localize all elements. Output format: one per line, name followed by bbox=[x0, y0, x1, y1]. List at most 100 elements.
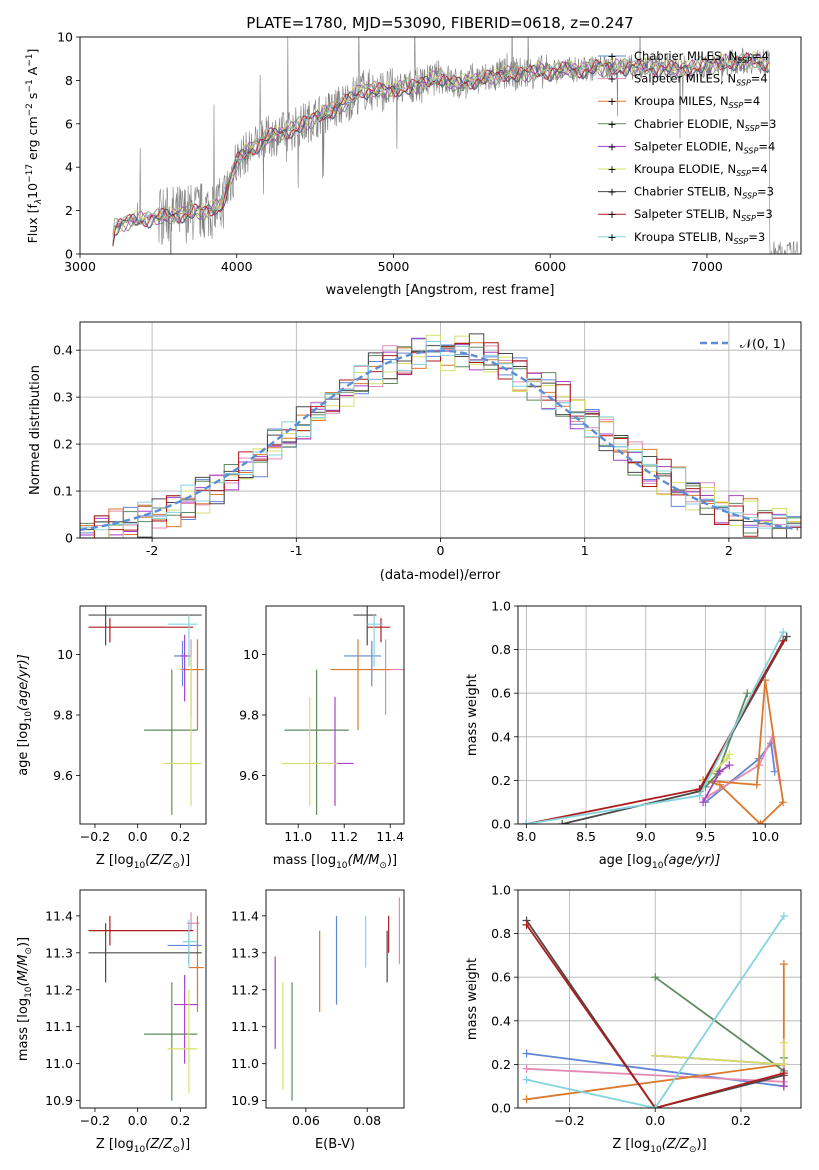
x-tick-label: 8.5 bbox=[576, 829, 596, 844]
axes-frame bbox=[79, 36, 802, 255]
label-part: ] bbox=[25, 49, 40, 54]
series-marker bbox=[743, 689, 752, 698]
x-tick-label: 0.2 bbox=[170, 829, 190, 844]
y-tick-label: 2 bbox=[65, 203, 73, 218]
label-part: s bbox=[25, 93, 40, 104]
y-tick-label: 9.6 bbox=[239, 768, 259, 783]
label-part: )] bbox=[697, 1137, 707, 1152]
label-part: (M/M bbox=[16, 955, 31, 987]
y-tick-label: 11.1 bbox=[231, 1019, 259, 1034]
legend-marker: + bbox=[607, 95, 616, 108]
errorbar-point bbox=[88, 923, 202, 983]
label-part: 10 bbox=[25, 183, 40, 199]
x-tick-label: 5000 bbox=[378, 259, 410, 274]
errorbar-point bbox=[284, 669, 349, 815]
x-tick-label: 0.0 bbox=[128, 829, 148, 844]
y-tick-label: 9.8 bbox=[53, 708, 73, 723]
errorbar-point bbox=[353, 606, 377, 646]
label-part: (age/yr)] bbox=[16, 654, 31, 711]
label-part: 10 bbox=[134, 861, 146, 871]
label-part: =4 bbox=[751, 162, 768, 176]
x-tick-label: 1 bbox=[581, 543, 589, 558]
label-part: 10 bbox=[650, 1145, 662, 1155]
x-tick-label: 11.0 bbox=[284, 829, 312, 844]
label-part: −2 bbox=[25, 103, 35, 116]
x-axis-label: (data-model)/error bbox=[380, 568, 501, 583]
label-part: SSP bbox=[736, 79, 751, 88]
y-tick-label: 0.6 bbox=[491, 970, 511, 985]
x-axis-label: age [log10(age/yr)] bbox=[599, 853, 721, 871]
y-tick-label: 10.9 bbox=[231, 1093, 259, 1108]
y-axis-label: Flux [fλ10−17 erg cm−2 s−1 A−1] bbox=[25, 49, 44, 244]
series-marker bbox=[779, 628, 788, 637]
x-tick-label: −0.2 bbox=[80, 829, 110, 844]
series-line bbox=[526, 964, 785, 1101]
y-axis-label: mass weight bbox=[465, 958, 480, 1040]
series-marker bbox=[779, 636, 788, 645]
series-line bbox=[655, 1042, 785, 1066]
y-tick-label: 0.8 bbox=[491, 642, 511, 657]
y-axis-label: Normed distribution bbox=[28, 365, 43, 495]
series-marker bbox=[699, 798, 708, 807]
series-marker bbox=[756, 820, 765, 824]
y-tick-label: 0.0 bbox=[491, 1101, 511, 1116]
y-tick-label: 1.0 bbox=[491, 883, 511, 898]
y-tick-label: 11.2 bbox=[231, 982, 259, 997]
errorbar-point bbox=[167, 989, 198, 1094]
label-part: SSP bbox=[742, 192, 757, 201]
y-tick-label: 9.6 bbox=[53, 768, 73, 783]
label-part: )] bbox=[180, 1137, 190, 1152]
legend-marker: + bbox=[607, 163, 616, 176]
legend-entry: Kroupa STELIB, NSSP=3 bbox=[634, 230, 765, 246]
series-marker bbox=[695, 791, 704, 800]
series-line bbox=[705, 733, 781, 799]
x-tick-label: 0.08 bbox=[353, 1113, 381, 1128]
label-part: (age/yr)] bbox=[663, 853, 720, 868]
legend-gaussian-label: 𝒩(0, 1) bbox=[740, 336, 786, 351]
errorbar-point bbox=[378, 639, 404, 715]
axes-frame bbox=[265, 889, 405, 1109]
spectrum-model-line bbox=[112, 50, 770, 243]
label-part: −1 bbox=[25, 79, 35, 92]
x-axis-label: mass [log10(M/M⊙)] bbox=[273, 853, 397, 871]
y-tick-label: 11.1 bbox=[45, 1019, 73, 1034]
x-tick-label: 0.0 bbox=[128, 1113, 148, 1128]
x-tick-label: 6000 bbox=[534, 259, 566, 274]
series-line bbox=[526, 915, 785, 1108]
errorbar-plot-area bbox=[274, 897, 400, 1101]
series-marker bbox=[779, 960, 788, 969]
legend-entry: Chabrier ELODIE, NSSP=3 bbox=[634, 117, 776, 133]
y-tick-label: 0.2 bbox=[491, 773, 511, 788]
x-axis-label: E(B-V) bbox=[315, 1137, 355, 1152]
axes-mass_vs_Z: −0.2 0.0 0.2 10.9 11.0 11.1 11.2 11.3 11.4 bbox=[45, 889, 207, 1128]
legend-entry: Salpeter MILES, NSSP=4 bbox=[634, 72, 768, 88]
series-marker bbox=[752, 780, 761, 789]
series-marker bbox=[651, 1104, 660, 1108]
y-tick-label: 0 bbox=[65, 247, 73, 262]
label-part: =4 bbox=[752, 49, 769, 63]
errorbar-point bbox=[88, 606, 202, 646]
legend-marker: + bbox=[607, 140, 616, 153]
x-tick-label: −0.2 bbox=[554, 1113, 584, 1128]
y-tick-label: 0.1 bbox=[53, 484, 73, 499]
y-tick-label: 11.0 bbox=[45, 1056, 73, 1071]
y-tick-label: 0.4 bbox=[491, 729, 511, 744]
x-tick-label: 2 bbox=[725, 543, 733, 558]
label-part: SSP bbox=[734, 237, 749, 246]
legend-entry: Kroupa ELODIE, NSSP=4 bbox=[634, 162, 768, 178]
errorbar-point bbox=[282, 696, 338, 806]
axes-mass_vs_ebv: 0.06 0.08 10.9 11.0 11.1 11.2 11.3 11.4 bbox=[231, 889, 405, 1128]
label-part: (Z/Z bbox=[145, 1137, 173, 1152]
label-part: E(B-V) bbox=[315, 1137, 355, 1152]
label-part: =4 bbox=[743, 94, 760, 108]
errorbar-point bbox=[188, 915, 204, 1012]
series-line bbox=[526, 631, 784, 824]
series-marker bbox=[722, 754, 731, 763]
label-part: age [log bbox=[16, 723, 31, 776]
series-line bbox=[526, 1067, 784, 1083]
label-part: Kroupa ELODIE, N bbox=[634, 162, 736, 176]
label-part: =4 bbox=[751, 72, 768, 86]
label-part: 10 bbox=[134, 1145, 146, 1155]
label-part: A bbox=[25, 66, 40, 79]
series-marker bbox=[522, 1095, 531, 1104]
